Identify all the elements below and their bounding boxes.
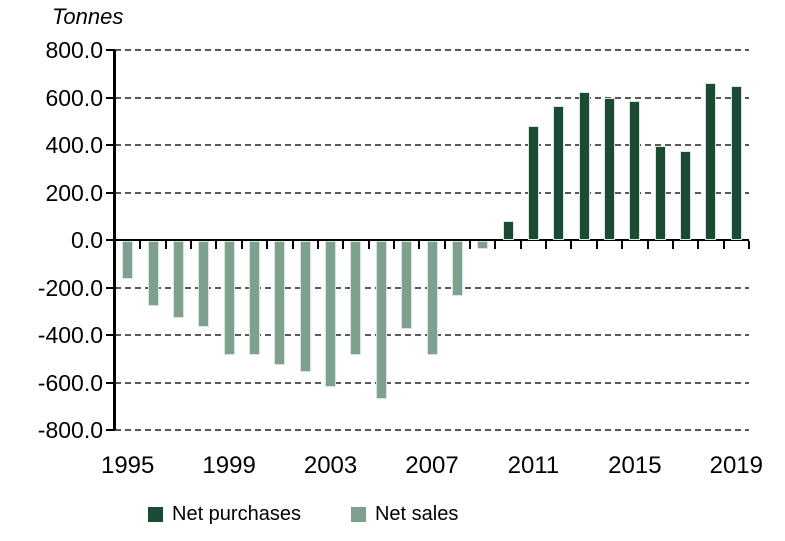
legend-item-net-purchases: Net purchases [148, 503, 301, 526]
bar-2011 [527, 126, 539, 240]
x-axis-label-2003: 2003 [303, 452, 358, 479]
gridline--600 [115, 381, 749, 384]
bar-2001 [274, 241, 286, 365]
bar-2002 [299, 241, 311, 372]
bar-2019 [730, 85, 742, 240]
legend: Net purchases Net sales [148, 503, 458, 526]
y-axis-label: -200.0 [37, 274, 103, 301]
bar-1999 [223, 241, 235, 355]
bar-1997 [172, 241, 184, 319]
x-axis-zero-line [115, 239, 749, 241]
y-axis-tick [106, 144, 115, 146]
y-axis-line [113, 50, 116, 430]
legend-swatch-net-purchases-icon [148, 507, 163, 522]
x-axis-tick [114, 241, 116, 249]
x-axis-tick [392, 241, 395, 249]
x-axis-tick [697, 241, 700, 249]
bar-2016 [654, 146, 666, 240]
x-axis-tick [139, 241, 142, 249]
bar-2004 [350, 241, 362, 355]
x-axis-tick [342, 241, 345, 249]
y-axis-tick [106, 96, 115, 99]
x-axis-tick [418, 241, 421, 249]
y-axis-label: -800.0 [37, 417, 103, 443]
bar-2010 [502, 221, 514, 240]
x-axis-label-2011: 2011 [507, 452, 560, 479]
x-axis-tick [646, 241, 649, 249]
x-axis-tick [748, 241, 750, 249]
y-axis-label: 200.0 [45, 179, 103, 206]
y-axis-label: 600.0 [45, 84, 103, 111]
bar-2005 [375, 241, 387, 399]
y-axis-label: 400.0 [45, 132, 103, 158]
gridline-200 [115, 191, 749, 194]
x-axis-tick [443, 241, 446, 249]
y-axis-tick [106, 334, 115, 336]
x-axis-tick [570, 241, 573, 249]
x-axis-tick [595, 241, 598, 249]
gridline-400 [115, 144, 749, 146]
x-axis-tick [469, 241, 472, 249]
legend-label-net-sales: Net sales [374, 503, 459, 525]
y-axis-label: -400.0 [37, 322, 103, 348]
bar-2012 [553, 105, 565, 240]
x-axis-tick [164, 241, 167, 249]
bar-2017 [680, 150, 692, 240]
x-axis-label-1999: 1999 [202, 452, 256, 479]
y-axis-label: 0.0 [71, 227, 103, 253]
y-axis-tick [106, 191, 115, 194]
x-axis-tick [671, 241, 674, 249]
legend-swatch-net-sales-icon [350, 507, 366, 522]
bar-2015 [629, 101, 641, 240]
bar-2014 [604, 97, 616, 240]
y-axis-tick [106, 239, 115, 241]
bar-2018 [705, 83, 717, 240]
bar-2000 [248, 241, 260, 355]
y-axis-tick [106, 286, 115, 289]
x-axis-tick [545, 241, 548, 249]
chart-title-tonnes: Tonnes [52, 4, 124, 29]
gridline-600 [115, 96, 749, 99]
bar-1996 [147, 241, 159, 307]
x-axis-tick [215, 241, 218, 249]
legend-label-net-purchases: Net purchases [172, 503, 301, 525]
x-axis-tick [190, 241, 193, 249]
bar-2009 [477, 241, 489, 250]
y-axis-tick [106, 49, 115, 51]
bar-1998 [198, 241, 210, 327]
y-axis-label: -600.0 [37, 369, 103, 396]
bar-2006 [401, 241, 413, 329]
bar-2013 [578, 91, 590, 240]
x-axis-label-2007: 2007 [405, 452, 459, 479]
x-axis-label-1995: 1995 [100, 452, 155, 479]
y-axis-tick [106, 429, 115, 431]
gridline-800 [115, 49, 749, 51]
bar-2008 [451, 241, 463, 296]
x-axis-tick [621, 241, 624, 249]
x-axis-tick [291, 241, 294, 249]
bar-2003 [325, 241, 337, 388]
bar-1995 [122, 241, 134, 279]
x-axis-label-2015: 2015 [608, 452, 662, 479]
legend-item-net-sales: Net sales [350, 503, 459, 526]
gridline--800 [115, 429, 749, 431]
bar-2007 [426, 241, 438, 355]
x-axis-tick [367, 241, 370, 249]
y-axis-tick [106, 381, 115, 384]
x-axis-tick [266, 241, 269, 249]
x-axis-tick [519, 241, 522, 249]
x-axis-tick [722, 241, 725, 249]
x-axis-tick [316, 241, 319, 249]
x-axis-label-2019: 2019 [709, 452, 763, 479]
x-axis-tick [494, 241, 497, 249]
x-axis-tick [240, 241, 243, 249]
y-axis-label: 800.0 [45, 37, 103, 63]
